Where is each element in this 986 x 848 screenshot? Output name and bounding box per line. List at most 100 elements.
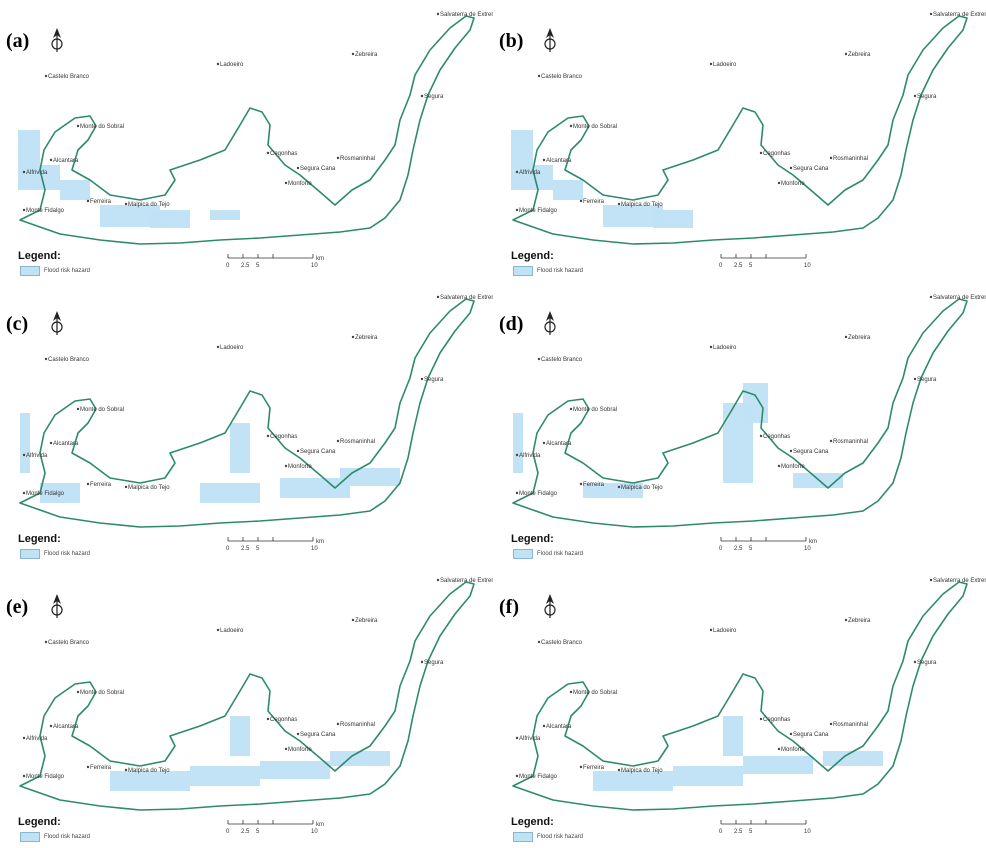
town-label: Castelo Branco (541, 640, 583, 646)
town-marker (336, 156, 340, 160)
town-label: Alfrivida (519, 170, 541, 176)
town-marker (542, 441, 546, 445)
basin-boundary (19, 298, 475, 528)
map-panel-d: Salvaterra de Extremo Zebreira Ladoeiro Cas… (493, 283, 986, 565)
legend-swatch (20, 266, 40, 276)
town-marker (913, 377, 917, 381)
town-marker (777, 181, 781, 185)
scale-unit: km (809, 539, 817, 545)
legend-swatch (20, 832, 40, 842)
flood-area (40, 483, 80, 503)
town-marker (537, 357, 541, 361)
north-arrow-icon (51, 311, 63, 335)
flood-area (230, 716, 250, 756)
town-marker (44, 640, 48, 644)
town-label: Alfrivida (519, 736, 541, 742)
town-label: Rosmaninhal (833, 722, 868, 728)
legend-item: Flood risk hazard (20, 549, 90, 559)
town-label: Ferreira (90, 199, 112, 205)
town-label: Malpica do Tejo (128, 202, 170, 208)
town-marker (296, 732, 300, 736)
town-label: Alcantara (53, 441, 79, 447)
map-canvas: Salvaterra de Extremo Zebreira Ladoeiro Cas… (19, 295, 493, 552)
town-label: Segura Cana (793, 166, 829, 172)
town-label: Ladoeiro (713, 345, 737, 351)
town-label: Ladoeiro (220, 628, 244, 634)
town-marker (579, 765, 583, 769)
flood-area (583, 483, 643, 498)
legend-title: Legend: (18, 816, 61, 828)
town-label: Castelo Branco (541, 74, 583, 80)
town-marker (284, 181, 288, 185)
town-marker (515, 491, 519, 495)
town-label: Alfrivida (519, 453, 541, 459)
map-canvas: Salvaterra de Extremo Zebreira Ladoeiro Cas… (512, 295, 986, 552)
map-panel-a: Salvaterra de Extremo Zebreira Ladoeiro Cas… (0, 0, 493, 282)
town-marker (266, 717, 270, 721)
town-label: Zebreira (848, 618, 871, 624)
town-label: Salvaterra de Extremo (933, 12, 986, 18)
town-label: Zebreira (355, 618, 378, 624)
town-label: Ladoeiro (713, 62, 737, 68)
town-label: Monte Fidalgo (26, 774, 65, 780)
town-marker (284, 747, 288, 751)
flood-area (513, 413, 523, 473)
flood-area (18, 130, 40, 190)
legend-item: Flood risk hazard (20, 832, 90, 842)
basin-boundary (512, 15, 968, 245)
town-label: Segura (917, 660, 937, 666)
town-label: Alcantara (53, 158, 79, 164)
legend-title: Legend: (18, 250, 61, 262)
flood-area (20, 413, 30, 473)
town-label: Monte do Sobral (573, 124, 617, 130)
town-label: Monte Fidalgo (519, 774, 558, 780)
town-label: Monte Fidalgo (519, 491, 558, 497)
town-marker (829, 156, 833, 160)
town-label: Segura (424, 377, 444, 383)
scale-label: 10 (311, 263, 318, 269)
map-panel-b: Salvaterra de Extremo Zebreira Ladoeiro Cas… (493, 0, 986, 282)
town-marker (336, 439, 340, 443)
legend-title: Legend: (18, 533, 61, 545)
town-label: Salvaterra de Extremo (933, 295, 986, 301)
town-label: Salvaterra de Extremo (933, 578, 986, 584)
town-marker (351, 618, 355, 622)
scale-label: 5 (256, 546, 260, 552)
flood-area (593, 771, 673, 791)
town-label: Monte do Sobral (80, 407, 124, 413)
town-marker (49, 158, 53, 162)
town-marker (789, 732, 793, 736)
scale-unit: km (316, 822, 324, 828)
town-label: Ferreira (90, 482, 112, 488)
scale-label: 2.5 (734, 546, 743, 552)
town-marker (124, 485, 128, 489)
flood-area (190, 766, 260, 786)
town-marker (709, 345, 713, 349)
scale-unit: km (316, 539, 324, 545)
scale-label: 0 (719, 829, 723, 835)
scale-label: 10 (311, 546, 318, 552)
town-label: Segura (424, 660, 444, 666)
north-arrow-icon (544, 311, 556, 335)
town-label: Castelo Branco (48, 74, 90, 80)
scale-label: 0 (226, 263, 230, 269)
scale-label: 0 (226, 546, 230, 552)
town-label: Monforte (781, 747, 805, 753)
legend-text: Flood risk hazard (44, 268, 91, 274)
panel-label: (b) (499, 30, 524, 52)
town-marker (537, 74, 541, 78)
scale-label: 0 (719, 546, 723, 552)
town-label: Ladoeiro (713, 628, 737, 634)
scale-label: 10 (804, 263, 811, 269)
town-marker (22, 208, 26, 212)
town-marker (537, 640, 541, 644)
town-marker (542, 724, 546, 728)
basin-boundary (19, 15, 475, 245)
map-canvas: Salvaterra de Extremo Zebreira Ladoeiro Cas… (19, 578, 493, 835)
town-marker (515, 208, 519, 212)
flood-area (210, 210, 240, 220)
town-marker (569, 690, 573, 694)
scale-label: 2.5 (241, 263, 250, 269)
